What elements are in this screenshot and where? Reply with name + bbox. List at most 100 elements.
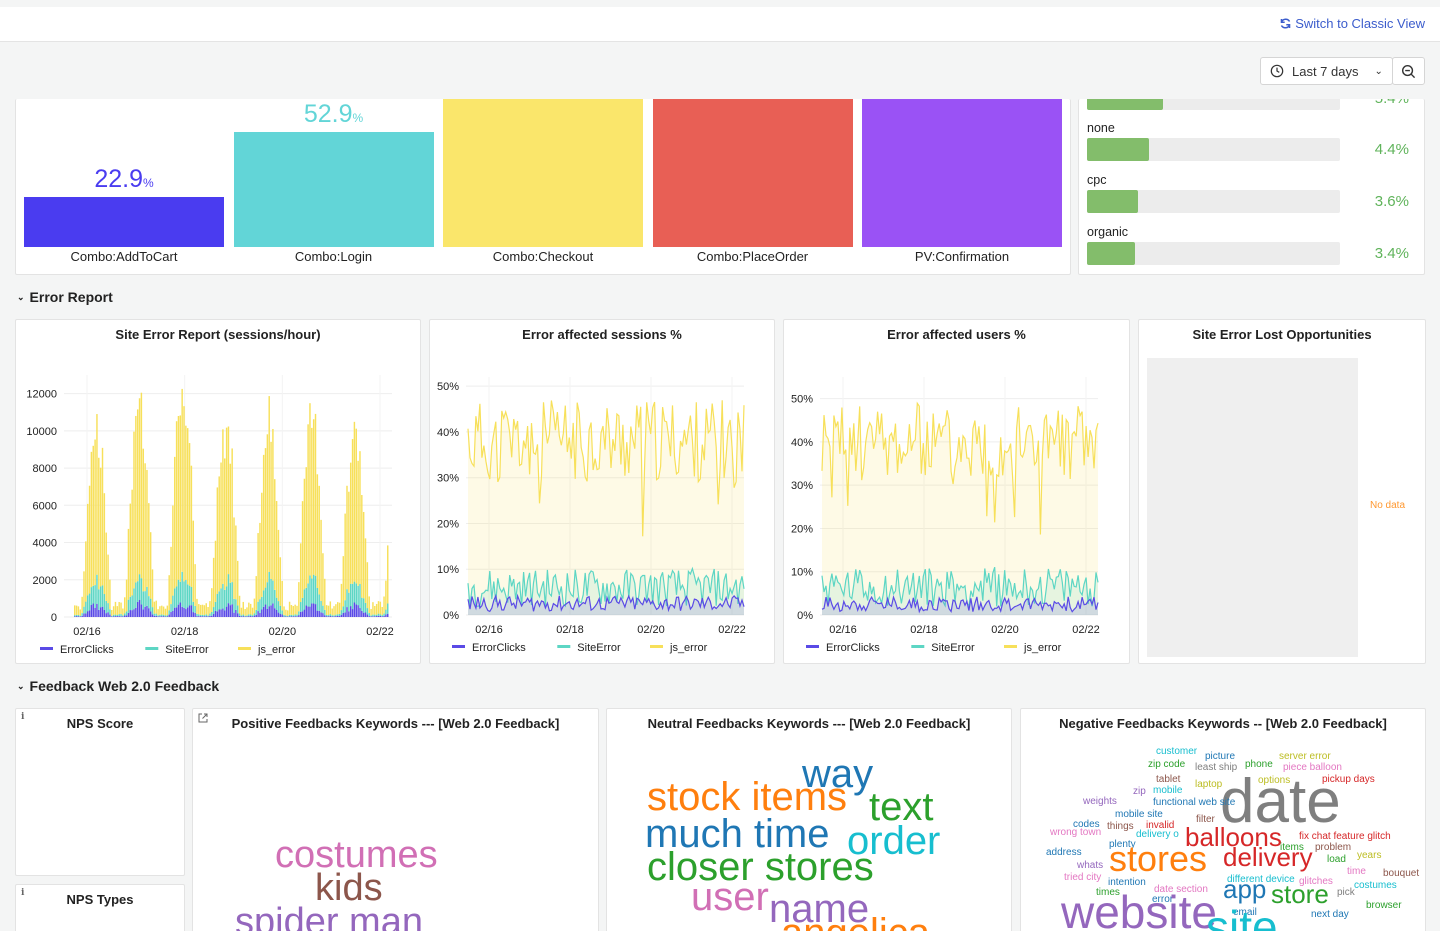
nps-types-panel[interactable]: i NPS Types	[15, 884, 185, 931]
site-error-report-panel[interactable]: Site Error Report (sessions/hour) 0 2000 4…	[15, 319, 421, 664]
bar-siteerror	[340, 610, 343, 615]
bar-jserror	[337, 602, 339, 615]
bar-jserror	[298, 582, 300, 612]
bar-siteerror	[98, 589, 100, 610]
bar-siteerror	[305, 587, 307, 606]
negative-keywords-panel[interactable]: Negative Feedbacks Keywords -- [Web 2.0 …	[1020, 708, 1426, 931]
bar-jserror	[90, 451, 93, 588]
bar-jserror	[338, 602, 341, 614]
error-sessions-panel[interactable]: Error affected sessions % 0% 10% 20% 30% 40%…	[429, 319, 775, 664]
keyword: options	[1258, 775, 1291, 786]
bar-siteerror	[166, 615, 169, 617]
bar-siteerror	[266, 582, 269, 609]
bar-errorclicks	[224, 610, 226, 617]
bar-jserror	[140, 392, 143, 579]
bar-siteerror	[155, 613, 157, 616]
info-icon[interactable]: i	[21, 712, 25, 722]
neutral-keywords-panel[interactable]: Neutral Feedbacks Keywords --- [Web 2.0 …	[606, 708, 1012, 931]
source-name: cpc	[1087, 173, 1107, 187]
external-link-icon[interactable]	[198, 713, 208, 723]
bar-jserror	[244, 609, 246, 616]
positive-keywords-panel[interactable]: Positive Feedbacks Keywords --- [Web 2.0…	[192, 708, 599, 931]
bar-jserror	[124, 597, 126, 614]
bar-errorclicks	[198, 616, 200, 617]
bar-jserror	[203, 605, 206, 616]
section-feedback[interactable]: ⌄ Feedback Web 2.0 Feedback	[17, 678, 219, 694]
panel-title: NPS Types	[66, 892, 134, 907]
bar-jserror	[185, 425, 187, 581]
zoom-out-button[interactable]	[1392, 57, 1425, 85]
series-line-siteerror	[821, 567, 1099, 608]
bar-errorclicks	[109, 614, 111, 617]
bar-siteerror	[109, 609, 111, 615]
bar-errorclicks	[146, 605, 148, 617]
bar-errorclicks	[361, 610, 363, 617]
bar-errorclicks	[220, 609, 222, 617]
bar-siteerror	[125, 611, 128, 616]
funnel-value-number: 52.9	[303, 100, 353, 128]
legend-swatch	[145, 647, 159, 650]
bar-siteerror	[103, 594, 106, 610]
bar-errorclicks	[85, 613, 87, 617]
empty-chart-area	[1147, 358, 1358, 657]
bar-siteerror	[118, 614, 120, 617]
bar-jserror	[99, 467, 102, 587]
nps-score-panel[interactable]: i NPS Score	[15, 708, 185, 876]
bar-siteerror	[366, 608, 369, 615]
bar-jserror	[201, 604, 204, 615]
legend-swatch	[557, 645, 571, 648]
panel-title: Error affected sessions %	[522, 327, 682, 342]
keyword: zip	[1133, 786, 1146, 797]
series-area-js_error	[822, 403, 1098, 615]
bar-jserror	[257, 533, 259, 602]
bar-errorclicks	[262, 606, 265, 617]
bar-siteerror	[90, 587, 93, 606]
bar-siteerror	[81, 613, 83, 616]
bar-jserror	[385, 580, 387, 610]
bar-siteerror	[120, 614, 122, 617]
source-bar-top	[1087, 99, 1340, 110]
bar-siteerror	[338, 613, 341, 617]
bar-jserror	[229, 463, 232, 583]
bar-siteerror	[355, 583, 357, 605]
keyword: tried city	[1064, 872, 1102, 883]
funnel-bar	[233, 132, 434, 247]
keyword: much time	[645, 812, 830, 856]
bar-jserror	[227, 426, 230, 575]
bar-siteerror	[162, 614, 165, 617]
bar-errorclicks	[148, 608, 150, 617]
bar-siteerror	[203, 615, 206, 617]
bar-siteerror	[292, 615, 295, 617]
bar-siteerror	[324, 609, 326, 616]
keyword: address	[1046, 847, 1082, 858]
bar-errorclicks	[155, 615, 157, 617]
bar-errorclicks	[190, 605, 193, 617]
source-bar-fill	[1087, 242, 1135, 265]
bar-errorclicks	[359, 608, 361, 617]
legend-label: js_error	[1023, 642, 1062, 654]
bar-jserror	[279, 557, 282, 606]
bar-siteerror	[75, 614, 78, 617]
section-error-report[interactable]: ⌄ Error Report	[17, 289, 113, 305]
switch-classic-view-link[interactable]: Switch to Classic View	[1279, 16, 1425, 31]
bar-jserror	[155, 600, 157, 614]
bar-jserror	[174, 456, 176, 589]
info-icon[interactable]: i	[21, 888, 25, 898]
source-value: 3.6%	[1374, 193, 1409, 210]
bar-siteerror	[368, 613, 370, 617]
source-bar	[1087, 242, 1340, 265]
error-users-panel[interactable]: Error affected users % 0% 10% 20% 30% 40% 50%…	[783, 319, 1130, 664]
bar-siteerror	[312, 574, 315, 604]
bar-errorclicks	[229, 605, 232, 617]
funnel-value-number: 22.9	[94, 165, 143, 193]
bar-errorclicks	[296, 616, 298, 617]
source-name: organic	[1087, 225, 1128, 239]
bar-siteerror	[105, 600, 107, 614]
bar-jserror	[179, 415, 182, 582]
bar-errorclicks	[107, 612, 109, 617]
lost-opportunities-panel[interactable]: Site Error Lost Opportunities	[1138, 319, 1426, 664]
bar-errorclicks	[122, 616, 124, 617]
time-range-picker[interactable]: Last 7 days ⌄	[1260, 57, 1393, 85]
bar-errorclicks	[344, 612, 346, 617]
bar-siteerror	[196, 613, 198, 617]
